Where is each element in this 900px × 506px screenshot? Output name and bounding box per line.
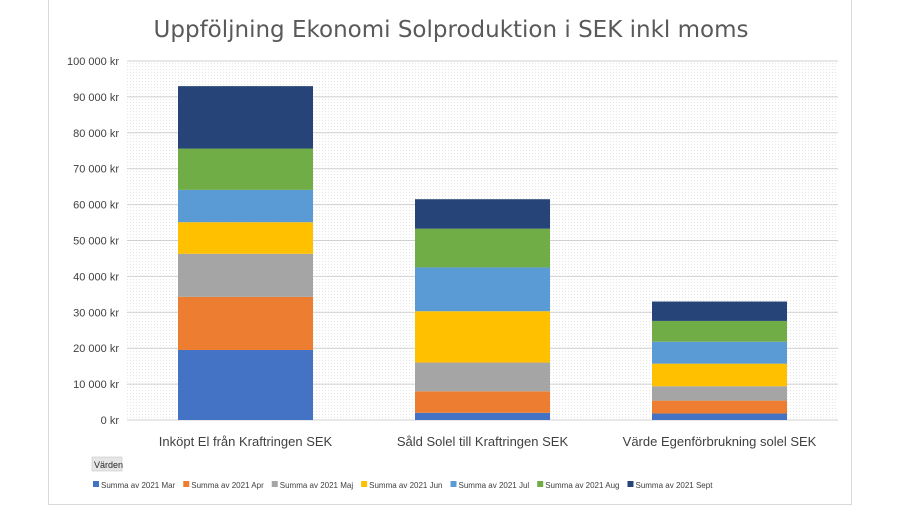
legend-swatch bbox=[450, 481, 457, 487]
bar-segment[interactable] bbox=[652, 320, 787, 342]
y-tick-label: 80 000 kr bbox=[73, 128, 119, 140]
bar-segment[interactable] bbox=[415, 391, 550, 413]
bar-segment[interactable] bbox=[652, 386, 787, 401]
bar-stack bbox=[415, 199, 550, 420]
bar-segment[interactable] bbox=[652, 301, 787, 321]
bar-segment[interactable] bbox=[652, 341, 787, 364]
legend-item: Summa av 2021 Sept bbox=[627, 481, 713, 490]
y-tick-label: 70 000 kr bbox=[73, 164, 119, 176]
y-axis-tick-labels: 0 kr 10 000 kr 20 000 kr 30 000 kr 40 000 kr… bbox=[67, 56, 119, 427]
bar-segment[interactable] bbox=[415, 412, 550, 420]
bar-segment[interactable] bbox=[415, 311, 550, 363]
legend-swatch bbox=[627, 481, 634, 487]
legend-swatch bbox=[271, 481, 278, 487]
legend-item: Summa av 2021 Jun bbox=[361, 481, 443, 490]
chart-frame: Uppföljning Ekonomi Solproduktion i SEK … bbox=[48, 0, 852, 505]
legend-label: Summa av 2021 Jul bbox=[459, 481, 530, 490]
legend-swatch bbox=[93, 481, 99, 487]
values-field-label: Värden bbox=[94, 460, 123, 470]
bar-segment[interactable] bbox=[415, 267, 550, 312]
bar-segment[interactable] bbox=[652, 363, 787, 387]
y-tick-label: 0 kr bbox=[101, 415, 120, 427]
chart-title: Uppföljning Ekonomi Solproduktion i SEK … bbox=[154, 17, 749, 43]
legend-item: Summa av 2021 Maj bbox=[271, 481, 354, 490]
y-tick-label: 90 000 kr bbox=[73, 92, 119, 104]
legend: Summa av 2021 Mar Summa av 2021 Apr Summa … bbox=[93, 481, 713, 490]
values-field-button[interactable] bbox=[91, 456, 123, 472]
y-tick-label: 100 000 kr bbox=[67, 56, 119, 68]
bar-segment[interactable] bbox=[415, 228, 550, 268]
legend-swatch bbox=[361, 481, 368, 487]
bar-segment[interactable] bbox=[415, 362, 550, 392]
y-tick-label: 50 000 kr bbox=[73, 236, 119, 248]
y-tick-label: 40 000 kr bbox=[73, 271, 119, 283]
bar-segment[interactable] bbox=[415, 199, 550, 229]
legend-label: Summa av 2021 Mar bbox=[101, 481, 176, 490]
bar-stack bbox=[652, 301, 787, 420]
legend-label: Summa av 2021 Jun bbox=[369, 481, 442, 490]
bar-segment[interactable] bbox=[652, 400, 787, 414]
bar-segment[interactable] bbox=[178, 222, 313, 254]
legend-label: Summa av 2021 Apr bbox=[191, 481, 264, 490]
chart-canvas: Uppföljning Ekonomi Solproduktion i SEK … bbox=[67, 17, 838, 490]
bar-segment[interactable] bbox=[178, 253, 313, 297]
legend-swatch bbox=[183, 481, 190, 487]
bar-segment[interactable] bbox=[652, 413, 787, 420]
legend-item: Summa av 2021 Jul bbox=[450, 481, 530, 490]
bar-stacks bbox=[178, 86, 787, 420]
x-category-label: Inköpt El från Kraftringen SEK bbox=[159, 434, 333, 449]
bar-segment[interactable] bbox=[178, 86, 313, 149]
bar-segment[interactable] bbox=[178, 349, 313, 420]
bar-stack bbox=[178, 86, 313, 420]
legend-swatch bbox=[537, 481, 544, 487]
legend-item: Summa av 2021 Apr bbox=[183, 481, 264, 490]
y-tick-label: 20 000 kr bbox=[73, 343, 119, 355]
y-tick-label: 10 000 kr bbox=[73, 379, 119, 391]
bar-segment[interactable] bbox=[178, 296, 313, 350]
legend-item: Summa av 2021 Mar bbox=[93, 481, 176, 490]
x-category-label: Såld Solel till Kraftringen SEK bbox=[397, 434, 569, 449]
bar-segment[interactable] bbox=[178, 148, 313, 190]
y-tick-label: 30 000 kr bbox=[73, 307, 119, 319]
legend-item: Summa av 2021 Aug bbox=[537, 481, 619, 490]
x-axis-category-labels: Inköpt El från Kraftringen SEK Såld Solel… bbox=[159, 434, 817, 449]
bar-segment[interactable] bbox=[178, 189, 313, 223]
legend-label: Summa av 2021 Sept bbox=[635, 481, 713, 490]
legend-label: Summa av 2021 Maj bbox=[280, 481, 354, 490]
y-tick-label: 60 000 kr bbox=[73, 200, 119, 212]
legend-label: Summa av 2021 Aug bbox=[545, 481, 619, 490]
x-category-label: Värde Egenförbrukning solel SEK bbox=[623, 434, 817, 449]
